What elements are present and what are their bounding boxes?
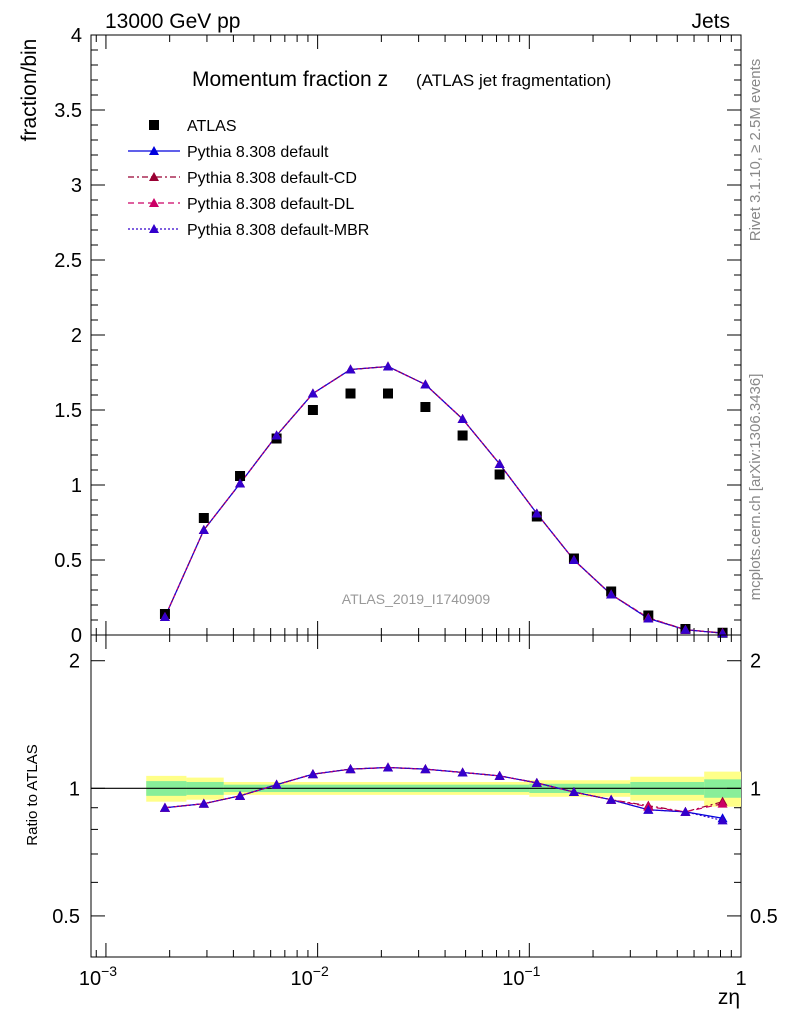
chart-subtitle: (ATLAS jet fragmentation) bbox=[416, 71, 611, 90]
ratio-panel: 0.5 0.5 1 1 2 2 Ratio to ATLAS bbox=[24, 634, 778, 958]
data-point bbox=[494, 469, 505, 480]
ratio-y-tick-label: 0.5 bbox=[52, 906, 80, 928]
ratio-y-tick-label-right: 2 bbox=[750, 651, 761, 673]
data-point bbox=[420, 402, 431, 412]
ratio-point bbox=[420, 764, 431, 774]
y-tick-label: 0 bbox=[71, 625, 82, 647]
main-panel: 0 0.5 1 1.5 2 2.5 3 3.5 4 Momentum fraction z (A… bbox=[18, 25, 742, 647]
ratio-point bbox=[307, 769, 318, 779]
series-line bbox=[164, 365, 723, 634]
model-point bbox=[345, 364, 356, 374]
y-tick-label: 0.5 bbox=[54, 550, 82, 572]
y-axis-label: fraction/bin bbox=[18, 39, 41, 142]
y-tick-label: 3 bbox=[71, 175, 82, 197]
ratio-y-tick-label-right: 0.5 bbox=[750, 906, 778, 928]
y-tick-label: 1.5 bbox=[54, 400, 82, 422]
data-point bbox=[307, 405, 318, 415]
legend-label: Pythia 8.308 default-MBR bbox=[187, 222, 369, 239]
model-point bbox=[198, 525, 209, 534]
watermark: ATLAS_2019_I1740909 bbox=[342, 591, 491, 607]
ratio-y-tick-label: 2 bbox=[69, 651, 80, 673]
ratio-point bbox=[235, 790, 246, 800]
x-axis-label: zη bbox=[718, 986, 740, 1009]
legend-label: Pythia 8.308 default-DL bbox=[187, 196, 354, 213]
model-point bbox=[531, 508, 542, 518]
model-point bbox=[568, 555, 579, 564]
ratio-point bbox=[457, 767, 468, 777]
ratio-y-tick-label: 1 bbox=[69, 778, 80, 800]
ratio-point bbox=[568, 787, 579, 797]
data-point bbox=[345, 388, 356, 399]
y-tick-label: 1 bbox=[71, 475, 82, 497]
header-energy: 13000 GeV pp bbox=[105, 10, 240, 33]
legend-label: ATLAS bbox=[187, 118, 237, 135]
model-point bbox=[159, 612, 170, 621]
ratio-point bbox=[271, 779, 282, 789]
legend-marker bbox=[149, 120, 159, 130]
ratio-point bbox=[383, 762, 394, 772]
ratio-point bbox=[717, 815, 728, 825]
model-point bbox=[606, 589, 617, 599]
rivet-note: Rivet 3.1.10, ≥ 2.5M events bbox=[747, 59, 764, 242]
model-point bbox=[494, 459, 505, 468]
header-process: Jets bbox=[691, 10, 730, 33]
chart-title: Momentum fraction z bbox=[192, 68, 388, 91]
y-tick-label: 3.5 bbox=[54, 100, 82, 122]
ratio-point bbox=[717, 798, 728, 808]
data-point bbox=[383, 388, 394, 399]
model-point bbox=[680, 624, 691, 634]
x-tick-label: 10−1 bbox=[502, 963, 540, 990]
model-point bbox=[307, 388, 318, 398]
ratio-point bbox=[494, 770, 505, 780]
x-tick-label: 10−3 bbox=[79, 963, 117, 990]
model-point bbox=[420, 379, 431, 389]
data-point bbox=[235, 471, 246, 481]
ratio-point bbox=[159, 802, 170, 812]
y-tick-label: 4 bbox=[71, 25, 82, 47]
ratio-y-tick-label-right: 1 bbox=[750, 778, 761, 800]
legend-marker bbox=[149, 198, 159, 207]
x-tick-label: 1 bbox=[735, 968, 746, 990]
model-point bbox=[235, 478, 246, 488]
y-tick-label: 2 bbox=[71, 325, 82, 347]
data-point bbox=[198, 513, 209, 523]
legend: ATLAS Pythia 8.308 default Pythia 8.308 de… bbox=[128, 118, 369, 239]
legend-label: Pythia 8.308 default-CD bbox=[187, 170, 357, 187]
ratio-point bbox=[643, 804, 654, 814]
legend-label: Pythia 8.308 default bbox=[187, 144, 329, 161]
model-point bbox=[383, 361, 394, 371]
model-point bbox=[643, 613, 654, 623]
ratio-point bbox=[198, 798, 209, 808]
legend-marker bbox=[149, 146, 159, 155]
mcplots-note: mcplots.cern.ch [arXiv:1306.3436] bbox=[747, 374, 764, 601]
legend-marker bbox=[149, 224, 159, 233]
ratio-point bbox=[680, 806, 691, 816]
ratio-point bbox=[345, 764, 356, 774]
ratio-series-line bbox=[164, 766, 723, 822]
model-point bbox=[457, 414, 468, 423]
ratio-point bbox=[531, 777, 542, 787]
y-tick-label: 2.5 bbox=[54, 250, 82, 272]
data-point bbox=[457, 430, 468, 441]
legend-marker bbox=[149, 172, 159, 181]
model-point bbox=[271, 430, 282, 440]
x-tick-label: 10−2 bbox=[291, 963, 329, 990]
ratio-point bbox=[606, 794, 617, 804]
ratio-y-axis-label: Ratio to ATLAS bbox=[24, 744, 41, 845]
ratio-series-line bbox=[164, 766, 723, 813]
